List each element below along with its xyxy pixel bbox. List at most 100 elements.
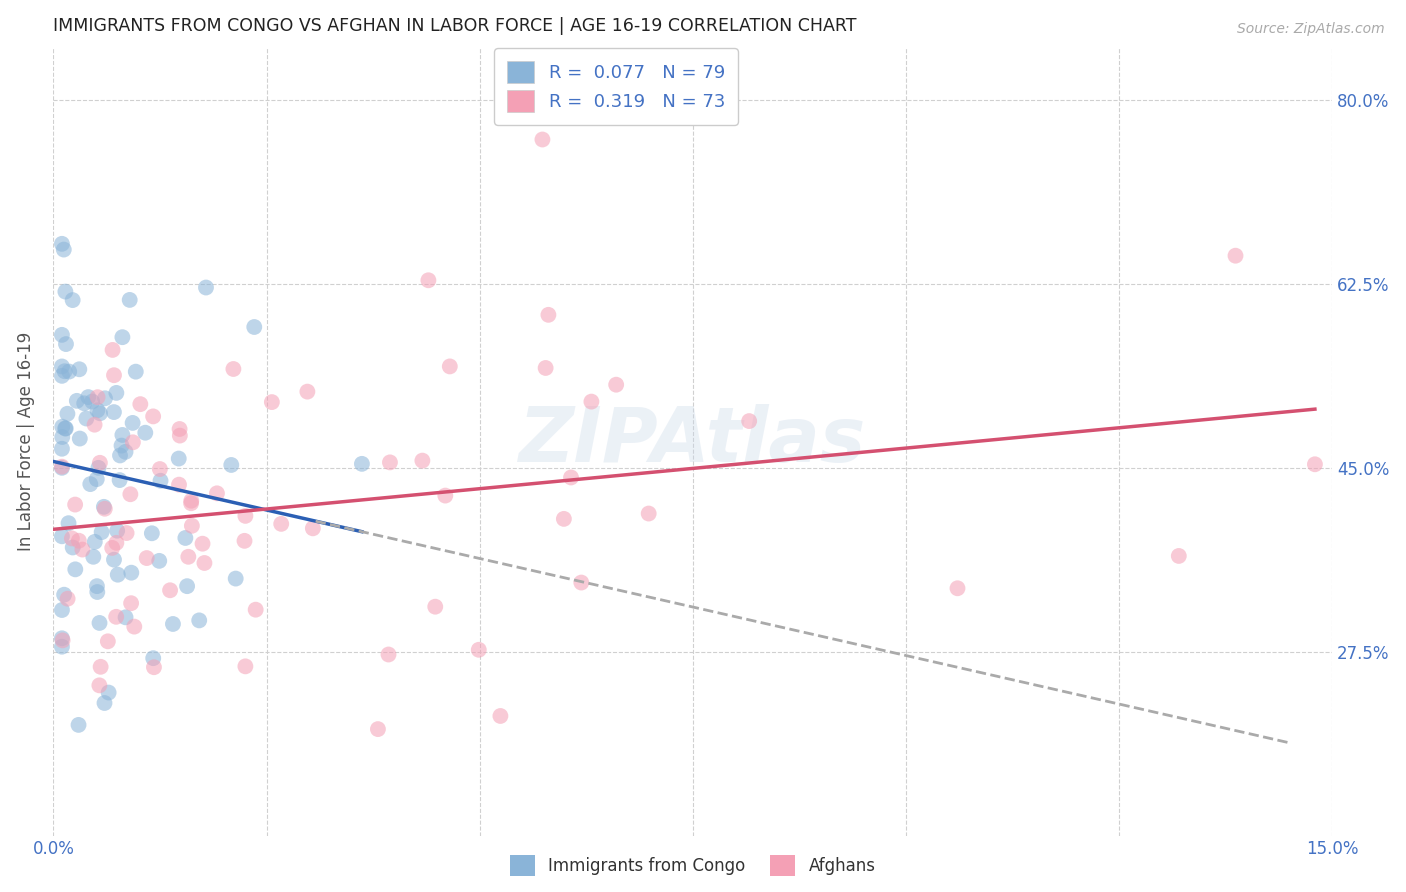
Text: ZIPAtlas: ZIPAtlas (519, 404, 866, 478)
Point (89, 406, 111, 420)
Point (101, 541, 124, 555)
Point (135, 551, 157, 566)
Point (53, 364, 76, 378)
Point (82, 394, 104, 409)
Point (51, 442, 73, 456)
Point (66, 393, 89, 408)
Point (141, 526, 163, 541)
Point (235, 508, 257, 523)
Point (107, 567, 129, 582)
Point (302, 521, 325, 535)
Point (411, 453, 433, 467)
Point (105, 524, 128, 538)
Point (129, 397, 152, 411)
Point (56, 591, 79, 606)
Point (418, 273, 440, 287)
Point (468, 642, 491, 657)
Point (103, 552, 125, 566)
Point (350, 457, 373, 471)
Point (97, 685, 120, 699)
Point (205, 486, 228, 500)
Point (531, 132, 554, 146)
Text: Source: ZipAtlas.com: Source: ZipAtlas.com (1237, 22, 1385, 37)
Point (560, 470, 582, 484)
Point (1303, 457, 1326, 471)
Point (120, 487, 142, 501)
Point (946, 582, 969, 596)
Point (177, 549, 200, 564)
Point (124, 619, 146, 633)
Point (89, 615, 111, 630)
Point (534, 361, 557, 376)
Point (270, 516, 292, 531)
Point (233, 533, 256, 548)
Point (73, 396, 96, 410)
Point (167, 451, 190, 466)
Point (65, 562, 87, 576)
Point (134, 425, 156, 440)
Point (125, 365, 148, 379)
Point (367, 722, 389, 736)
Point (225, 572, 247, 586)
Point (90, 525, 112, 540)
Point (169, 428, 191, 442)
Point (55, 421, 77, 435)
Point (86, 585, 108, 599)
Point (260, 395, 283, 409)
Y-axis label: In Labor Force | Age 16-19: In Labor Force | Age 16-19 (17, 332, 35, 551)
Point (52, 633, 75, 648)
Point (377, 648, 399, 662)
Point (89, 678, 111, 692)
Point (176, 579, 198, 593)
Point (149, 462, 172, 476)
Point (89, 456, 111, 470)
Point (51, 640, 73, 654)
Point (114, 610, 136, 624)
Point (167, 477, 190, 491)
Point (51, 632, 73, 646)
Point (149, 474, 172, 488)
Point (51, 529, 73, 543)
Point (120, 596, 142, 610)
Point (222, 362, 245, 376)
Point (221, 458, 243, 472)
Point (111, 428, 134, 442)
Point (162, 617, 184, 632)
Point (180, 493, 202, 508)
Point (51, 327, 73, 342)
Point (180, 518, 202, 533)
Point (77, 390, 100, 404)
Point (101, 343, 124, 357)
Point (569, 575, 592, 590)
Point (195, 280, 218, 294)
Point (51, 419, 73, 434)
Point (245, 602, 267, 616)
Point (52, 243, 75, 257)
Point (51, 459, 73, 474)
Point (121, 416, 143, 430)
Point (51, 430, 73, 444)
Point (193, 556, 215, 570)
Point (105, 609, 128, 624)
Point (55, 337, 77, 351)
Point (79, 477, 101, 491)
Point (51, 359, 73, 374)
Point (111, 330, 134, 344)
Legend: Immigrants from Congo, Afghans: Immigrants from Congo, Afghans (503, 849, 883, 882)
Point (425, 599, 447, 614)
Point (553, 512, 575, 526)
Point (159, 583, 181, 598)
Point (143, 660, 166, 674)
Point (83, 417, 105, 432)
Point (142, 651, 165, 665)
Point (142, 409, 165, 424)
Point (67, 533, 90, 548)
Point (75, 411, 97, 425)
Point (86, 472, 108, 486)
Point (120, 566, 142, 580)
Point (82, 549, 104, 564)
Point (67, 362, 90, 376)
Point (53, 588, 76, 602)
Point (738, 414, 761, 428)
Point (51, 368, 73, 383)
